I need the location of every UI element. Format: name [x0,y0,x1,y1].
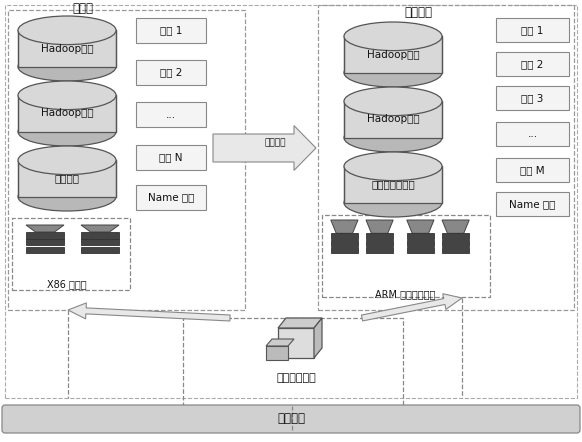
Ellipse shape [344,152,442,181]
Bar [407,248,434,253]
Text: Hadoop应用: Hadoop应用 [41,108,93,118]
Bar [496,52,569,76]
Ellipse shape [344,87,442,116]
Bar [344,36,442,72]
Polygon shape [81,225,119,232]
Bar [344,166,442,203]
Bar [496,192,569,216]
Bar [318,5,574,310]
Bar [442,240,469,246]
Bar [81,247,119,253]
Bar [331,248,358,253]
Polygon shape [366,220,393,233]
Bar [266,346,288,360]
Bar [366,248,393,253]
Ellipse shape [18,81,116,110]
Polygon shape [266,339,294,346]
Ellipse shape [344,58,442,87]
Ellipse shape [344,188,442,217]
Text: ...: ... [527,129,538,139]
Text: 迁移工具终端: 迁移工具终端 [276,373,316,383]
Text: Hadoop数据: Hadoop数据 [367,50,419,60]
Text: 目标平台: 目标平台 [404,7,432,19]
Bar [26,247,64,253]
Text: ...: ... [166,110,176,119]
Text: Name 节点: Name 节点 [148,193,194,202]
Bar [496,18,569,42]
Text: 节点 2: 节点 2 [160,68,182,77]
Bar [496,86,569,110]
Ellipse shape [18,16,116,45]
Ellipse shape [18,53,116,81]
Bar [5,5,577,398]
Text: 节点 3: 节点 3 [521,93,544,103]
Polygon shape [26,225,64,232]
Text: ARM 虚节点资源池: ARM 虚节点资源池 [375,289,435,299]
Text: Hadoop应用: Hadoop应用 [367,114,419,125]
Bar [344,101,442,138]
Text: 节点 M: 节点 M [520,165,545,175]
Bar [136,145,206,170]
Ellipse shape [18,118,116,146]
Polygon shape [331,220,358,233]
Bar [136,102,206,127]
Bar [12,218,130,290]
Polygon shape [314,318,322,358]
Text: Name 节点: Name 节点 [509,199,556,209]
FancyArrow shape [213,126,316,171]
Bar [366,240,393,246]
Bar [366,233,393,239]
Bar [496,122,569,146]
Text: 系统迁移: 系统迁移 [265,138,286,148]
Ellipse shape [344,123,442,152]
Polygon shape [442,220,469,233]
Ellipse shape [344,22,442,50]
Bar [136,60,206,85]
Bar [8,10,245,310]
Bar [18,30,116,67]
Bar [407,233,434,239]
Text: X86 资源池: X86 资源池 [47,279,87,289]
Polygon shape [407,220,434,233]
Text: 支撑网络: 支撑网络 [277,412,305,426]
Text: 源平台: 源平台 [73,1,94,15]
Ellipse shape [18,183,116,211]
Text: Hadoop数据: Hadoop数据 [41,43,93,53]
Bar [407,240,434,246]
Ellipse shape [18,146,116,175]
Bar [136,18,206,43]
Bar [18,95,116,132]
Polygon shape [68,303,230,321]
Text: 同内核操作系统: 同内核操作系统 [371,179,415,190]
Bar [136,185,206,210]
Bar [331,233,358,239]
Text: 节点 2: 节点 2 [521,59,544,69]
Bar [442,233,469,239]
Bar [442,248,469,253]
Bar [26,239,64,245]
Text: 节点 N: 节点 N [159,152,183,163]
Bar [278,328,314,358]
Bar [496,158,569,182]
FancyBboxPatch shape [2,405,580,433]
Bar [331,240,358,246]
Bar [81,239,119,245]
Text: 节点 1: 节点 1 [521,25,544,35]
Polygon shape [361,293,462,321]
Bar [183,318,403,430]
Bar [18,160,116,197]
Bar [26,232,64,239]
Bar [322,215,490,297]
Bar [81,232,119,239]
Text: 操作系统: 操作系统 [55,174,80,183]
Polygon shape [278,318,322,328]
Text: 节点 1: 节点 1 [160,26,182,35]
